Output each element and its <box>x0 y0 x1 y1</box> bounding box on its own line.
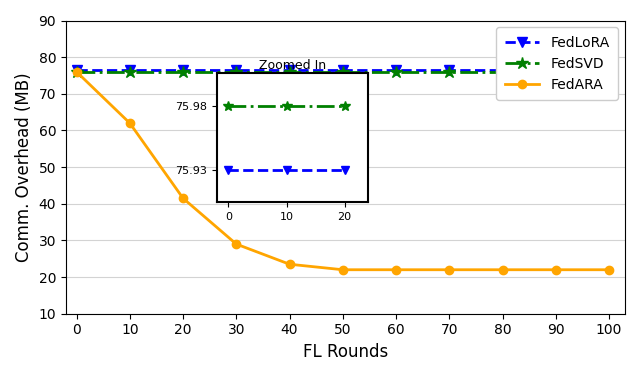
FedARA <box>285 262 293 267</box>
X-axis label: FL Rounds: FL Rounds <box>303 343 388 361</box>
FedLoRA <box>605 68 613 72</box>
FedLoRA <box>126 68 134 72</box>
FedSVD <box>605 70 613 74</box>
FedSVD <box>126 70 134 74</box>
FedSVD <box>285 70 293 74</box>
FedSVD <box>392 70 400 74</box>
FedARA <box>392 267 400 272</box>
Line: FedARA: FedARA <box>72 68 613 274</box>
FedLoRA <box>232 68 240 72</box>
FedARA <box>232 242 240 246</box>
FedARA <box>552 267 559 272</box>
FedSVD <box>232 70 240 74</box>
Y-axis label: Comm. Overhead (MB): Comm. Overhead (MB) <box>15 72 33 262</box>
FedLoRA <box>285 68 293 72</box>
FedARA <box>73 70 81 74</box>
FedLoRA <box>73 68 81 72</box>
FedLoRA <box>499 68 506 72</box>
Legend: FedLoRA, FedSVD, FedARA: FedLoRA, FedSVD, FedARA <box>496 27 618 100</box>
FedLoRA <box>445 68 453 72</box>
FedSVD <box>499 70 506 74</box>
Line: FedLoRA: FedLoRA <box>72 65 614 75</box>
FedSVD <box>73 70 81 74</box>
FedARA <box>339 267 347 272</box>
FedLoRA <box>179 68 187 72</box>
FedARA <box>499 267 506 272</box>
FedLoRA <box>339 68 347 72</box>
FedARA <box>179 196 187 200</box>
FedSVD <box>339 70 347 74</box>
Line: FedSVD: FedSVD <box>70 66 615 78</box>
FedLoRA <box>392 68 400 72</box>
FedARA <box>445 267 453 272</box>
FedLoRA <box>552 68 559 72</box>
FedSVD <box>179 70 187 74</box>
FedSVD <box>445 70 453 74</box>
FedARA <box>126 121 134 125</box>
FedARA <box>605 267 613 272</box>
FedSVD <box>552 70 559 74</box>
